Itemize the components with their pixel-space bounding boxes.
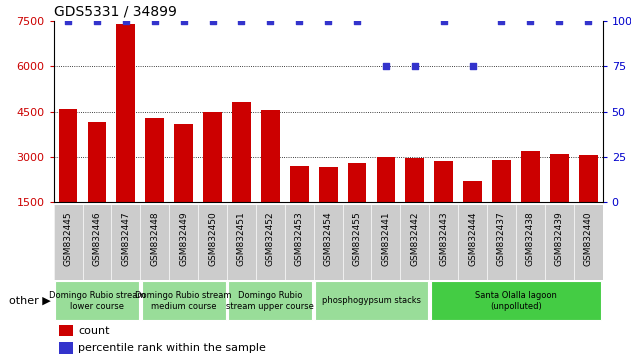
Bar bbox=[550, 154, 569, 202]
Point bbox=[237, 18, 247, 24]
Text: GSM832443: GSM832443 bbox=[439, 211, 448, 266]
Text: GSM832449: GSM832449 bbox=[179, 211, 188, 266]
Text: GSM832447: GSM832447 bbox=[121, 211, 131, 266]
Bar bbox=[377, 156, 395, 202]
Point bbox=[63, 18, 73, 24]
Bar bbox=[348, 163, 367, 202]
Bar bbox=[405, 158, 424, 202]
FancyBboxPatch shape bbox=[55, 281, 139, 320]
Point bbox=[294, 18, 304, 24]
Bar bbox=[203, 112, 222, 202]
Text: GSM832446: GSM832446 bbox=[93, 211, 102, 266]
Text: GSM832453: GSM832453 bbox=[295, 211, 304, 266]
Text: GSM832450: GSM832450 bbox=[208, 211, 217, 266]
FancyBboxPatch shape bbox=[315, 281, 428, 320]
Text: Domingo Rubio stream
lower course: Domingo Rubio stream lower course bbox=[49, 291, 145, 310]
Point bbox=[381, 64, 391, 69]
Bar bbox=[59, 108, 78, 202]
Bar bbox=[319, 167, 338, 202]
Text: GSM832439: GSM832439 bbox=[555, 211, 563, 266]
Point bbox=[583, 18, 593, 24]
FancyBboxPatch shape bbox=[142, 281, 225, 320]
Text: Domingo Rubio stream
medium course: Domingo Rubio stream medium course bbox=[136, 291, 232, 310]
Text: GSM832448: GSM832448 bbox=[150, 211, 159, 266]
Point bbox=[121, 18, 131, 24]
Bar bbox=[59, 343, 73, 354]
Text: GSM832451: GSM832451 bbox=[237, 211, 246, 266]
Bar bbox=[290, 166, 309, 202]
Text: Santa Olalla lagoon
(unpolluted): Santa Olalla lagoon (unpolluted) bbox=[475, 291, 557, 310]
Text: GSM832440: GSM832440 bbox=[584, 211, 593, 266]
Text: GSM832442: GSM832442 bbox=[410, 211, 419, 266]
Point bbox=[150, 18, 160, 24]
Point bbox=[265, 18, 275, 24]
Text: phosphogypsum stacks: phosphogypsum stacks bbox=[322, 296, 421, 306]
Bar bbox=[579, 155, 598, 202]
Bar bbox=[521, 151, 540, 202]
Text: GDS5331 / 34899: GDS5331 / 34899 bbox=[54, 5, 177, 19]
Point bbox=[468, 64, 478, 69]
Point bbox=[554, 18, 564, 24]
Text: GSM832444: GSM832444 bbox=[468, 211, 477, 266]
Bar bbox=[463, 181, 482, 202]
Point bbox=[526, 18, 536, 24]
Bar bbox=[434, 161, 453, 202]
Point bbox=[497, 18, 507, 24]
Point bbox=[410, 64, 420, 69]
Bar bbox=[492, 160, 511, 202]
Bar bbox=[261, 110, 280, 202]
Bar bbox=[145, 118, 164, 202]
Point bbox=[208, 18, 218, 24]
Text: GSM832455: GSM832455 bbox=[353, 211, 362, 266]
Text: GSM832438: GSM832438 bbox=[526, 211, 535, 266]
Text: GSM832441: GSM832441 bbox=[381, 211, 391, 266]
Bar bbox=[232, 103, 251, 202]
Point bbox=[352, 18, 362, 24]
FancyBboxPatch shape bbox=[228, 281, 312, 320]
Point bbox=[179, 18, 189, 24]
Point bbox=[92, 18, 102, 24]
Text: percentile rank within the sample: percentile rank within the sample bbox=[78, 343, 266, 353]
Point bbox=[439, 18, 449, 24]
FancyBboxPatch shape bbox=[431, 281, 601, 320]
Text: GSM832445: GSM832445 bbox=[64, 211, 73, 266]
Bar bbox=[59, 325, 73, 336]
Text: count: count bbox=[78, 326, 110, 336]
Bar bbox=[117, 24, 135, 202]
Text: other ▶: other ▶ bbox=[9, 296, 50, 306]
Bar bbox=[174, 124, 193, 202]
Point bbox=[323, 18, 333, 24]
Text: Domingo Rubio
stream upper course: Domingo Rubio stream upper course bbox=[227, 291, 314, 310]
Bar bbox=[88, 122, 107, 202]
Text: GSM832437: GSM832437 bbox=[497, 211, 506, 266]
Text: GSM832454: GSM832454 bbox=[324, 211, 333, 266]
Text: GSM832452: GSM832452 bbox=[266, 211, 275, 266]
